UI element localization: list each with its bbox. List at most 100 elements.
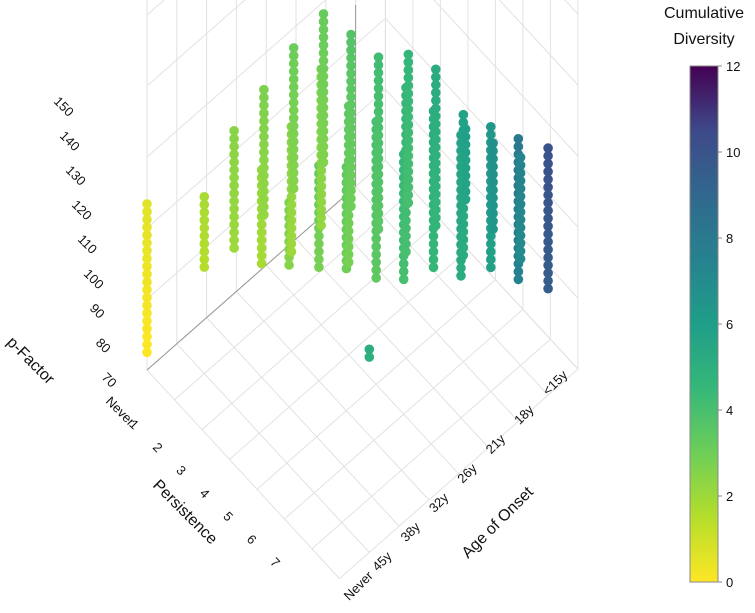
data-point <box>403 80 414 91</box>
data-point <box>543 182 553 192</box>
data-point <box>373 200 384 211</box>
data-point <box>318 79 329 89</box>
data-point <box>346 45 356 55</box>
data-point <box>256 258 267 269</box>
data-point <box>316 181 327 192</box>
data-point <box>431 173 441 184</box>
data-point <box>288 183 299 194</box>
colorbar: Cumulative Diversity 0 2 4 6 8 10 12 <box>664 5 744 590</box>
data-point <box>199 199 210 210</box>
data-point <box>431 80 441 90</box>
data-point <box>515 246 526 256</box>
data-point <box>403 112 414 122</box>
data-point <box>488 224 498 234</box>
data-point <box>142 285 152 295</box>
data-point <box>343 257 354 268</box>
data-point <box>431 166 441 176</box>
data-point <box>316 165 327 176</box>
persistence-tick-label: 4 <box>197 486 213 502</box>
data-point <box>346 29 356 40</box>
data-point <box>286 192 297 202</box>
data-point <box>543 229 553 239</box>
data-point <box>403 135 414 146</box>
data-point <box>142 308 152 319</box>
data-point <box>346 131 356 141</box>
data-point <box>488 138 498 148</box>
data-point <box>314 239 324 249</box>
data-point <box>401 223 411 234</box>
data-point <box>431 72 441 82</box>
data-point <box>346 92 356 102</box>
data-point <box>515 222 526 233</box>
data-point <box>142 253 152 264</box>
data-point <box>142 245 152 256</box>
data-point <box>515 183 526 194</box>
point-column-persistence-6-onset-4 <box>403 49 414 208</box>
data-point <box>229 188 239 199</box>
data-point <box>318 16 329 27</box>
data-point <box>543 174 553 185</box>
data-point <box>373 224 384 234</box>
onset-axis-label: Age of Onset <box>459 483 537 561</box>
data-point <box>142 316 152 326</box>
data-point <box>431 150 441 160</box>
data-point <box>142 300 152 311</box>
point-column-persistence-5-onset-5 <box>346 29 356 212</box>
z-tick-label: 70 <box>99 370 120 391</box>
grid-line <box>564 0 579 15</box>
data-point <box>371 249 382 260</box>
data-point <box>318 48 329 58</box>
data-point <box>199 238 210 249</box>
data-point <box>403 65 414 75</box>
grid-line <box>176 343 370 553</box>
data-point <box>259 186 269 197</box>
colorbar-tick-label: 12 <box>726 59 740 74</box>
data-point <box>288 74 299 84</box>
data-point <box>458 109 469 120</box>
data-point <box>403 49 414 60</box>
data-point <box>403 73 414 83</box>
data-point <box>259 209 269 220</box>
data-point <box>371 273 382 283</box>
data-point <box>488 216 498 227</box>
data-point <box>288 66 299 77</box>
z-tick-label: 150 <box>51 94 77 120</box>
data-point <box>543 221 553 231</box>
z-tick-label: 100 <box>81 266 107 292</box>
z-tick-label: 90 <box>87 301 108 322</box>
data-point <box>256 235 267 245</box>
data-point <box>256 243 267 253</box>
data-point <box>259 108 269 118</box>
data-point <box>346 123 356 133</box>
data-point <box>314 246 324 257</box>
grid-line <box>146 0 327 158</box>
data-point <box>199 262 210 272</box>
data-point <box>318 110 329 121</box>
z-tick-label: 80 <box>93 335 114 356</box>
data-point <box>431 181 441 192</box>
data-point <box>318 126 329 136</box>
data-point <box>373 68 384 78</box>
data-point <box>318 63 329 74</box>
data-point <box>373 161 384 172</box>
data-point <box>229 243 239 253</box>
z-tick-label: 130 <box>63 163 89 189</box>
data-point <box>431 95 441 106</box>
persistence-tick-label: 5 <box>220 509 236 525</box>
data-point <box>288 136 299 147</box>
data-point <box>318 149 329 160</box>
data-point <box>346 201 356 212</box>
data-point <box>486 254 496 265</box>
data-point <box>543 213 553 224</box>
data-point <box>318 32 329 43</box>
data-point <box>288 97 299 108</box>
data-point <box>515 230 526 241</box>
data-point <box>259 178 269 189</box>
data-point <box>229 172 239 183</box>
data-point <box>403 151 414 161</box>
data-point <box>346 68 356 79</box>
data-point <box>316 220 327 231</box>
point-column-persistence-7-onset-3 <box>460 124 471 205</box>
point-column-persistence-7-onset-2 <box>488 138 498 234</box>
data-point <box>343 210 354 221</box>
